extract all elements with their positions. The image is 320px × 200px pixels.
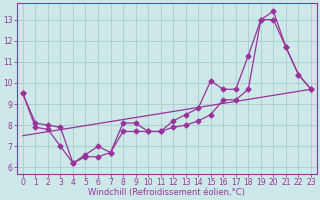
X-axis label: Windchill (Refroidissement éolien,°C): Windchill (Refroidissement éolien,°C) xyxy=(88,188,245,197)
